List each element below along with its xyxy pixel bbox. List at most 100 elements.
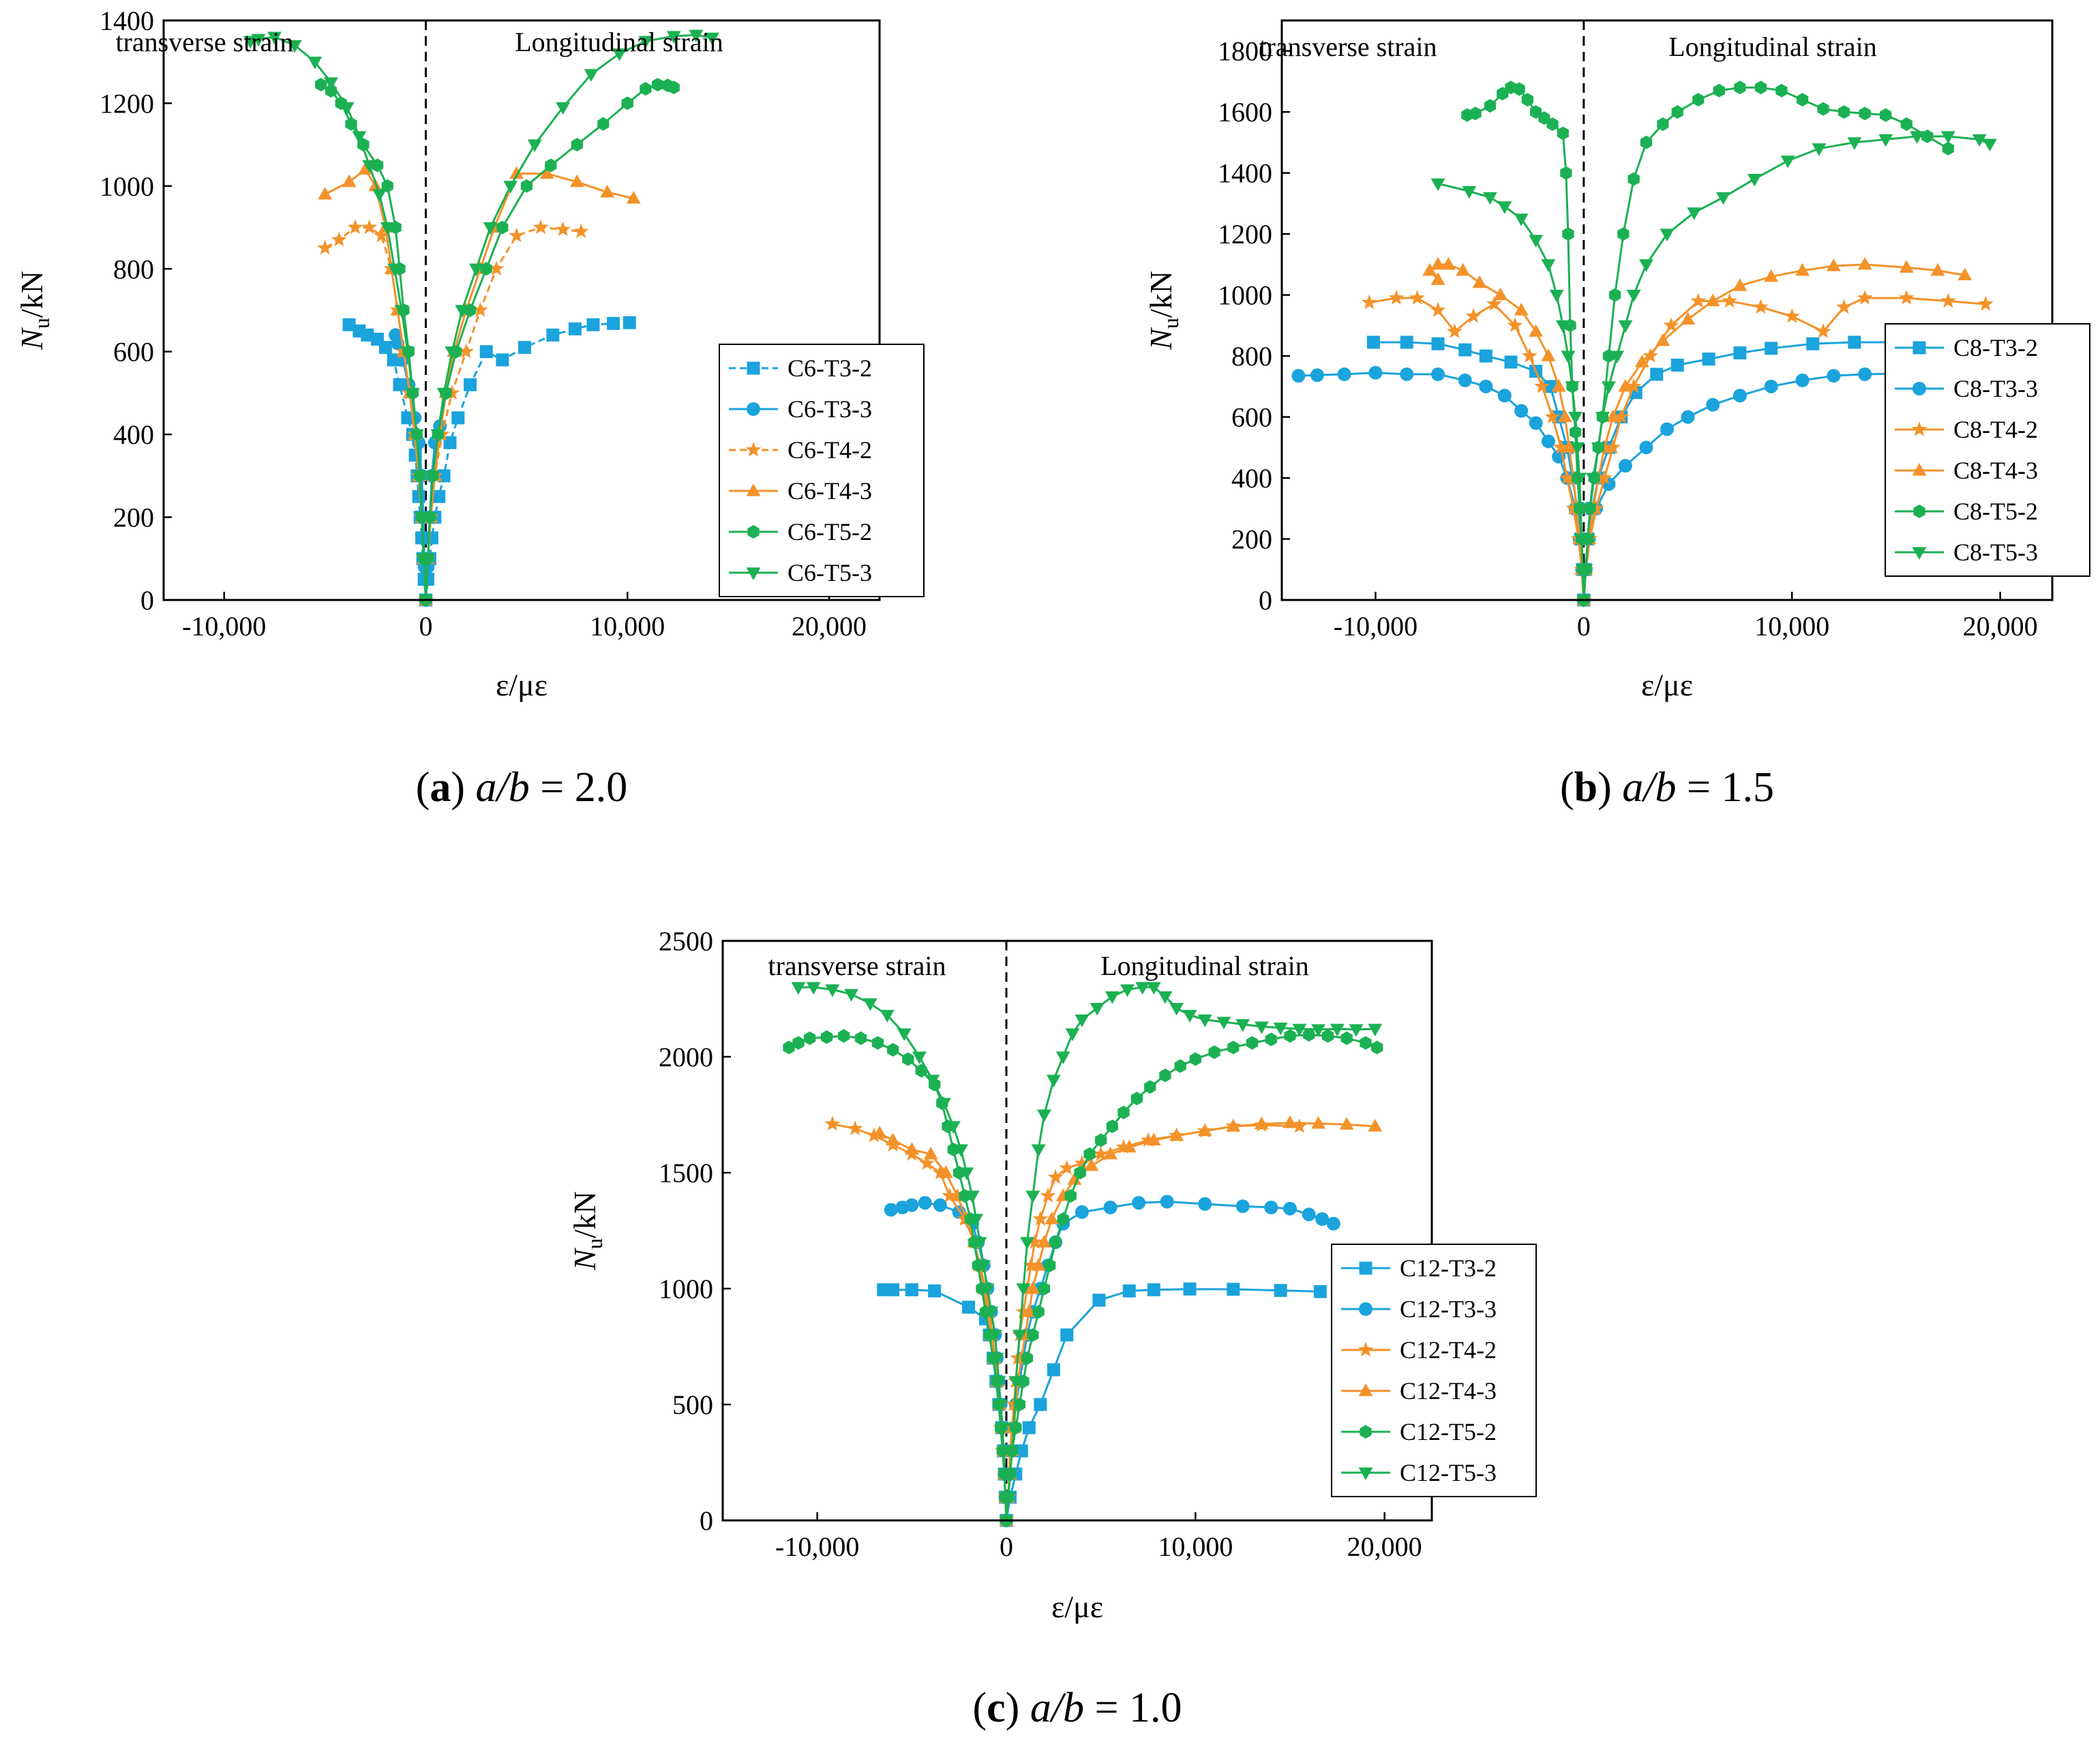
- data-point: [1504, 355, 1518, 369]
- data-point: [1174, 1059, 1186, 1073]
- data-point: [1899, 260, 1914, 273]
- data-point: [1848, 335, 1861, 349]
- series-line: [1005, 1124, 1300, 1521]
- data-point: [1640, 136, 1653, 149]
- series-C12-T3-3: [884, 1195, 1340, 1527]
- data-point: [400, 346, 415, 359]
- x-tick-label: 0: [1000, 1531, 1013, 1562]
- data-point: [1634, 355, 1649, 367]
- data-point: [1493, 287, 1508, 301]
- legend-label: C8-T5-2: [1953, 498, 2038, 525]
- data-point: [1303, 1027, 1315, 1042]
- data-point: [1482, 192, 1497, 205]
- data-point: [1330, 1023, 1345, 1037]
- series-line: [250, 35, 427, 601]
- data-point: [1552, 439, 1569, 454]
- data-point: [1780, 155, 1795, 168]
- data-point: [1530, 105, 1542, 119]
- data-point: [1283, 1201, 1297, 1216]
- data-point: [1430, 302, 1446, 317]
- y-tick-label: 2000: [659, 1042, 713, 1072]
- legend-label: C12-T5-2: [1400, 1418, 1497, 1445]
- y-tick-label: 1000: [100, 171, 154, 202]
- data-point: [1613, 408, 1630, 424]
- data-point: [1514, 213, 1529, 226]
- data-point: [1310, 368, 1324, 382]
- data-point: [445, 346, 460, 359]
- data-point: [1705, 293, 1720, 307]
- data-point: [1660, 422, 1674, 436]
- data-point: [1586, 472, 1601, 485]
- data-point: [925, 1075, 940, 1087]
- data-point: [1340, 1031, 1353, 1045]
- legend-marker: [746, 483, 761, 496]
- data-point: [1484, 99, 1496, 113]
- legend-label: C6-T5-2: [787, 518, 872, 545]
- legend-marker: [747, 525, 760, 539]
- legend: C8-T3-2 C8-T3-3 C8-T4-2 C8-T4-3 C8-T5-2 C8-T5…: [1885, 323, 2090, 577]
- data-point: [1197, 1123, 1212, 1137]
- data-point: [520, 179, 532, 193]
- data-point: [1169, 1003, 1184, 1016]
- data-point: [1282, 1115, 1298, 1128]
- data-point: [1060, 1328, 1074, 1342]
- data-point: [1031, 1258, 1046, 1271]
- data-point: [1957, 267, 1972, 281]
- data-point: [705, 32, 719, 46]
- data-point: [626, 191, 641, 204]
- data-point: [1627, 172, 1640, 186]
- panel-a-group: 0 200 400 600 800 1000 1200 1400 -10,000 0 10,000 2…: [14, 5, 925, 811]
- y-tick-label: 0: [700, 1505, 713, 1536]
- legend-marker: [1359, 1302, 1372, 1316]
- data-point: [436, 387, 451, 401]
- data-point: [539, 166, 554, 179]
- data-point: [1681, 312, 1695, 325]
- data-point: [1370, 1040, 1383, 1055]
- data-point: [895, 1201, 910, 1214]
- legend: C12-T3-2 C12-T3-3 C12-T4-2 C12-T4-3 C12-T5-2…: [1331, 1244, 1537, 1497]
- data-point: [1733, 346, 1747, 360]
- data-point: [347, 219, 363, 235]
- data-point: [987, 1330, 1002, 1342]
- data-point: [689, 29, 704, 43]
- data-point: [638, 35, 653, 49]
- annotation-longitudinal: Longitudinal strain: [1100, 950, 1309, 981]
- data-point: [991, 1376, 1006, 1389]
- data-point: [1422, 262, 1437, 276]
- data-point: [1032, 1211, 1049, 1226]
- data-point: [1092, 1293, 1106, 1307]
- data-point: [1198, 1197, 1212, 1211]
- data-point: [503, 181, 518, 194]
- data-point: [1878, 134, 1893, 147]
- data-point: [1430, 272, 1445, 285]
- data-point: [844, 989, 859, 1002]
- x-tick-label: 0: [419, 611, 433, 642]
- data-point: [568, 322, 582, 335]
- data-point: [1115, 1139, 1132, 1154]
- data-point: [472, 302, 488, 317]
- panel-caption: (c) a/b = 1.0: [972, 1685, 1182, 1731]
- data-point: [1541, 434, 1555, 449]
- legend-marker: [1359, 1261, 1372, 1275]
- data-point: [976, 1260, 991, 1273]
- data-point: [545, 158, 557, 172]
- data-point: [607, 316, 620, 330]
- data-point: [1291, 369, 1306, 383]
- data-point: [1597, 470, 1612, 485]
- data-point: [1326, 1216, 1340, 1231]
- data-point: [556, 102, 571, 115]
- data-point: [1549, 290, 1564, 303]
- data-point: [1360, 1036, 1372, 1050]
- y-tick-label: 800: [1231, 341, 1272, 372]
- data-point: [847, 1120, 863, 1136]
- legend-marker: [1912, 547, 1927, 560]
- data-point: [1337, 367, 1351, 381]
- data-point: [993, 1399, 1008, 1412]
- data-point: [1045, 1212, 1060, 1225]
- y-tick-label: 1600: [1218, 97, 1272, 127]
- data-point: [571, 138, 583, 152]
- data-point: [1836, 299, 1852, 314]
- legend-marker: [1360, 1425, 1372, 1439]
- data-point: [1982, 138, 1997, 152]
- panel-b-group: 0 200 400 600 800 1000 1200 1400 1600 1800 -10,000…: [1143, 19, 2090, 811]
